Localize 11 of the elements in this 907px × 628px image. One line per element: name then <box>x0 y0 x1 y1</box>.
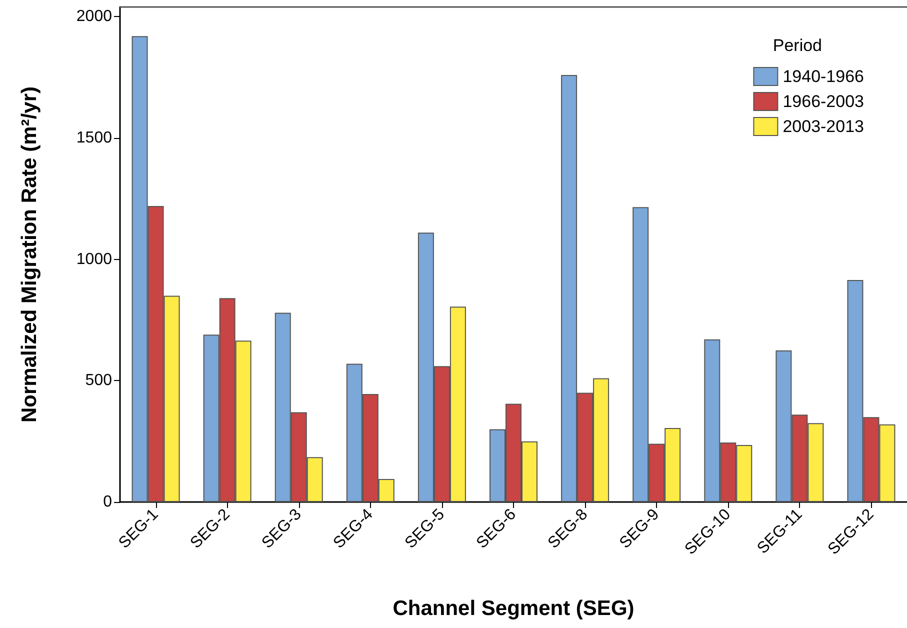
legend-label: 1966-2003 <box>782 92 864 111</box>
y-tick-label: 2000 <box>76 8 112 26</box>
y-tick-label: 1000 <box>76 250 112 268</box>
legend-title: Period <box>772 36 822 55</box>
legend-label: 1940-1966 <box>782 67 864 86</box>
legend-label: 2003-2013 <box>782 117 864 136</box>
y-tick-label: 1500 <box>76 130 112 147</box>
y-tick-label: 0 <box>103 494 112 510</box>
x-axis-title: Channel Segment (SEG) <box>392 597 634 620</box>
y-axis-title: Normalized Migration Rate (m²/yr) <box>18 86 41 423</box>
y-tick-label: 500 <box>85 372 112 390</box>
